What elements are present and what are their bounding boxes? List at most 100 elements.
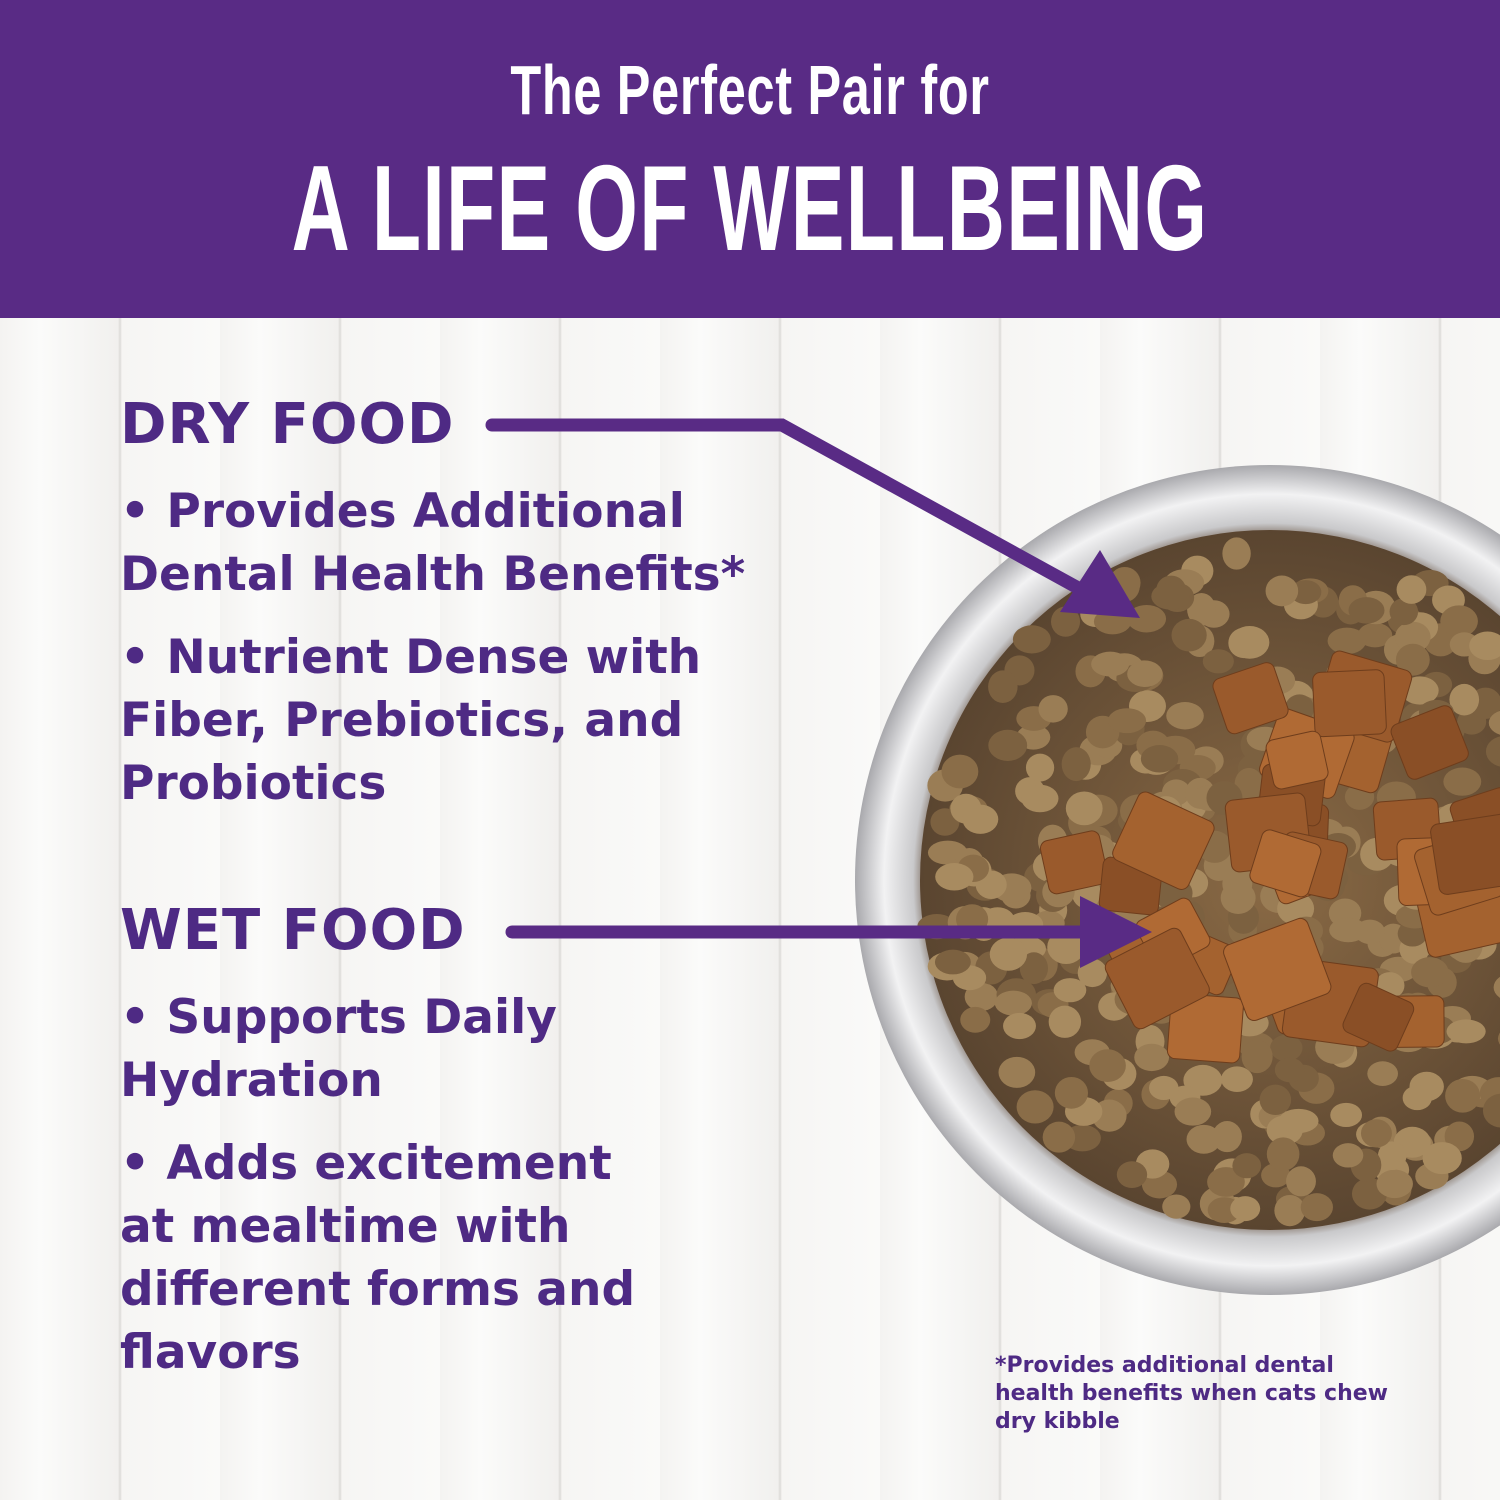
kibble [960, 1006, 991, 1033]
dry-arrow [485, 418, 1140, 618]
kibble [1440, 605, 1478, 637]
wet-chunk [1430, 813, 1500, 895]
kibble [1065, 791, 1103, 826]
kibble [1232, 1153, 1262, 1179]
kibble [1444, 1121, 1475, 1152]
kibble [1300, 1193, 1333, 1222]
kibble [1496, 747, 1500, 766]
kibble [1025, 753, 1055, 782]
wet-chunk [1312, 669, 1387, 738]
kibble [1348, 597, 1385, 624]
kibble [1042, 1121, 1076, 1153]
kibble [1166, 702, 1204, 730]
kibble [1221, 1066, 1253, 1092]
kibble [1054, 1076, 1089, 1109]
kibble [1116, 1161, 1148, 1189]
kibble [1186, 1124, 1222, 1154]
wet-chunk [1212, 662, 1289, 735]
kibble [1376, 1169, 1413, 1199]
kibble [1151, 582, 1190, 610]
kibble [1274, 1194, 1306, 1227]
kibble [1230, 1196, 1261, 1222]
kibble [941, 754, 979, 789]
kibble [1357, 622, 1393, 648]
kibble [1422, 1142, 1462, 1175]
kibble [1482, 1093, 1500, 1128]
kibble [1077, 958, 1108, 988]
kibble [1187, 593, 1216, 626]
kibble [1259, 1084, 1292, 1116]
kibble [1229, 625, 1270, 659]
header-banner: The Perfect Pair for A LIFE OF WELLBEING [0, 0, 1500, 318]
kibble [1332, 1143, 1364, 1168]
kibble [1107, 708, 1147, 734]
kibble [1446, 1019, 1486, 1044]
kibble [1290, 580, 1322, 605]
kibble [1012, 625, 1051, 654]
kibble [1149, 1075, 1179, 1101]
dry-bullet-2: • Nutrient Dense with Fiber, Prebiotics,… [120, 630, 702, 811]
wet-chunk [1249, 829, 1322, 898]
kibble [1241, 1040, 1273, 1074]
kibble [1286, 1166, 1316, 1197]
kibble [1360, 1119, 1392, 1148]
kibble [994, 990, 1032, 1016]
kibble [962, 804, 999, 834]
kibble [988, 729, 1028, 761]
kibble [1389, 598, 1419, 626]
wet-food-chunks [1039, 650, 1500, 1064]
kibble [1395, 621, 1431, 653]
kibble [1274, 1057, 1305, 1083]
kibble [1278, 1108, 1319, 1134]
kibble [1127, 660, 1163, 688]
kibble [1485, 736, 1500, 767]
kibble [1266, 1137, 1300, 1171]
kibble [1497, 1032, 1500, 1045]
kibble [989, 937, 1028, 971]
kibble [1016, 1090, 1054, 1124]
wet-bullet-2: • Adds excitement at mealtime with diffe… [120, 1136, 636, 1380]
kibble [1089, 1049, 1126, 1083]
kibble [1265, 575, 1299, 607]
kibble [1443, 767, 1482, 796]
kibble [1488, 710, 1500, 735]
kibble [998, 1056, 1036, 1088]
kibble [1445, 1078, 1481, 1113]
kibble [1402, 1085, 1432, 1111]
kibble [1019, 952, 1048, 985]
kibble [1449, 683, 1480, 716]
footnote: *Provides additional dental health benef… [995, 1353, 1388, 1434]
wet-chunk [1039, 830, 1109, 895]
kibble [1053, 978, 1087, 1003]
kibble [1038, 695, 1068, 723]
kibble [1270, 1034, 1303, 1062]
kibble [1330, 1102, 1363, 1128]
header-title: A LIFE OF WELLBEING [291, 140, 1209, 276]
kibble [935, 863, 974, 891]
kibble [1134, 1043, 1170, 1072]
kibble [1127, 604, 1167, 633]
kibble [1174, 1097, 1212, 1126]
kibble [1003, 1012, 1036, 1040]
kibble [1396, 575, 1427, 604]
kibble [1061, 747, 1091, 782]
kibble [1207, 1167, 1245, 1197]
kibble [1234, 767, 1264, 801]
kibble [1047, 930, 1086, 964]
wet-chunk [1223, 917, 1332, 1022]
wet-bullet-1: • Supports Daily Hydration [120, 990, 557, 1108]
kibble [1050, 606, 1081, 637]
kibble [1091, 651, 1130, 677]
kibble [1411, 957, 1449, 988]
wet-food-title: WET FOOD [120, 898, 466, 963]
dry-bullet-1: • Provides Additional Dental Health Bene… [120, 484, 746, 602]
wet-chunk [1390, 705, 1469, 780]
kibble [1162, 1194, 1191, 1219]
wet-chunk [1166, 993, 1244, 1064]
kibble [1377, 1141, 1407, 1171]
wet-chunk [1342, 982, 1415, 1052]
kibble [1021, 784, 1059, 813]
kibble [1171, 618, 1207, 652]
kibble [1469, 631, 1500, 661]
wet-chunk [1265, 730, 1329, 790]
